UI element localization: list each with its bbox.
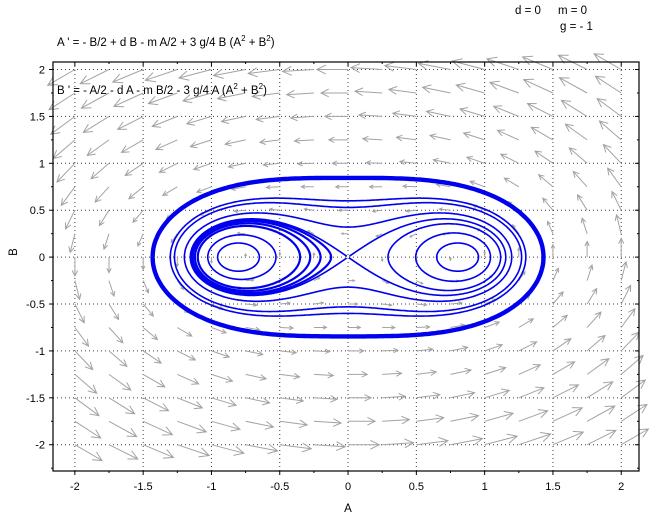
trajectory-outer-orbit-b: [173, 201, 523, 313]
x-tick-label: -0.5: [270, 481, 289, 493]
param-d: d = 0: [515, 5, 541, 17]
y-tick-label: 1: [39, 158, 45, 170]
trajectory-outer-orbit-a: [169, 197, 527, 317]
y-tick-label: 1.5: [30, 111, 45, 123]
axis-frame: [52, 61, 640, 472]
y-tick-label: -1: [35, 346, 45, 358]
equation-block: A ' = - B/2 + d B - m A/2 + 3 g/4 B (A2 …: [57, 3, 275, 131]
trajectory-separatrix-right: [348, 218, 507, 297]
tick-labels: -2 -1.5 -1 -0.5 0 0.5 1 1.5 2 -2 -1.5 -1 -0.5 0 0.5 1 1.…: [26, 65, 624, 493]
x-axis-label: A: [344, 503, 352, 515]
parameter-row-2: g = - 1: [515, 19, 645, 35]
trajectory-right-oval: [414, 232, 492, 283]
trajectory-left-bundle-3: [193, 222, 312, 293]
trajectory-left-circle: [216, 242, 261, 272]
trajectory-peanut-orbit: [183, 212, 513, 303]
equation-line-2: B ' = - A/2 - d A - m B/2 - 3 g/4 A (A2 …: [57, 82, 267, 97]
trajectory-left-oval: [207, 234, 277, 281]
x-tick-label: -1.5: [134, 481, 153, 493]
y-tick-label: -1.5: [26, 393, 45, 405]
x-tick-label: 1.5: [545, 481, 560, 493]
y-tick-label: 0: [39, 252, 45, 264]
param-m: m = 0: [558, 5, 588, 17]
trajectories: [150, 175, 546, 339]
trajectory-left-bundle-1: [190, 218, 333, 296]
parameter-row-1: d = 0 m = 0: [515, 3, 645, 19]
y-tick-label: 2: [39, 65, 45, 77]
trajectory-right-circle: [435, 242, 480, 272]
x-tick-label: -1: [207, 481, 217, 493]
x-tick-label: 0.5: [409, 481, 424, 493]
param-g: g = - 1: [560, 21, 593, 33]
x-tick-label: 2: [618, 481, 624, 493]
trajectory-left-bundle-4: [196, 224, 302, 290]
grid-lines: [53, 62, 639, 471]
equation-line-1: A ' = - B/2 + d B - m A/2 + 3 g/4 B (A2 …: [57, 34, 275, 49]
y-tick-label: 0.5: [30, 205, 45, 217]
trajectory-right-lobe: [387, 222, 502, 292]
y-axis-label: B: [8, 248, 20, 256]
trajectory-outer-orbit-thick: [150, 175, 546, 339]
x-tick-label: 0: [345, 481, 351, 493]
x-tick-label: 1: [482, 481, 488, 493]
y-tick-label: -2: [35, 440, 45, 452]
y-tick-label: -0.5: [26, 299, 45, 311]
quiver-field: [46, 53, 650, 462]
tick-marks: [49, 62, 639, 475]
trajectory-left-bundle-2: [191, 220, 322, 295]
parameter-block: d = 0 m = 0 g = - 1: [515, 3, 645, 35]
x-tick-label: -2: [70, 481, 80, 493]
